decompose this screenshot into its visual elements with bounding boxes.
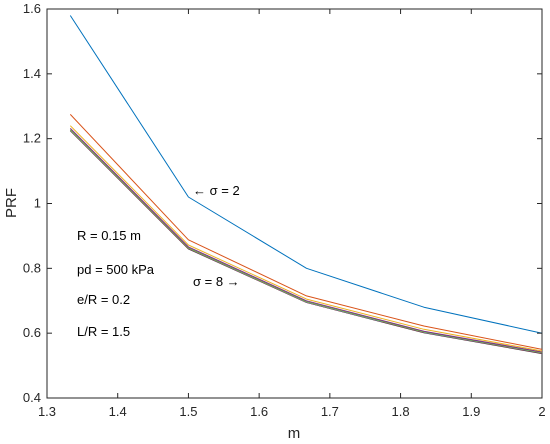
series-line-2 — [69, 114, 543, 350]
y-tick-label: 1.2 — [23, 131, 41, 146]
series-line-4 — [69, 127, 543, 353]
y-tick-label: 0.8 — [23, 260, 41, 275]
annotation-sigma-8: σ = 8 → — [193, 274, 240, 289]
y-tick-label: 1 — [34, 196, 41, 211]
series-line-1 — [69, 15, 543, 334]
x-tick-label: 1.8 — [392, 404, 410, 419]
annotation-radius: R = 0.15 m — [77, 228, 141, 243]
y-tick-label: 0.6 — [23, 325, 41, 340]
x-tick-label: 1.4 — [109, 404, 127, 419]
y-axis-title: PRF — [3, 188, 20, 218]
x-tick-label: 1.7 — [321, 404, 339, 419]
x-tick-label: 1.3 — [38, 404, 56, 419]
annotation-eccentricity: e/R = 0.2 — [77, 292, 130, 307]
series-line-3 — [69, 125, 543, 352]
annotation-length-ratio: L/R = 1.5 — [77, 324, 130, 339]
x-tick-label: 1.6 — [250, 404, 268, 419]
y-tick-label: 1.6 — [23, 1, 41, 16]
tick-layer: 1.3 1.4 1.5 1.6 1.7 1.8 1.9 2 0.4 0.6 0.8 1 1.2 1.4 1.… — [23, 1, 546, 419]
x-axis-title: m — [288, 425, 301, 442]
x-tick-label: 1.5 — [179, 404, 197, 419]
series-line-5 — [69, 129, 543, 354]
annotation-sigma-2: ← σ = 2 — [193, 183, 240, 198]
series-layer — [69, 15, 543, 355]
y-tick-label: 0.4 — [23, 390, 41, 405]
annotation-pressure: pd = 500 kPa — [77, 262, 155, 277]
x-tick-label: 2 — [538, 404, 545, 419]
y-tick-label: 1.4 — [23, 66, 41, 81]
x-tick-label: 1.9 — [462, 404, 480, 419]
